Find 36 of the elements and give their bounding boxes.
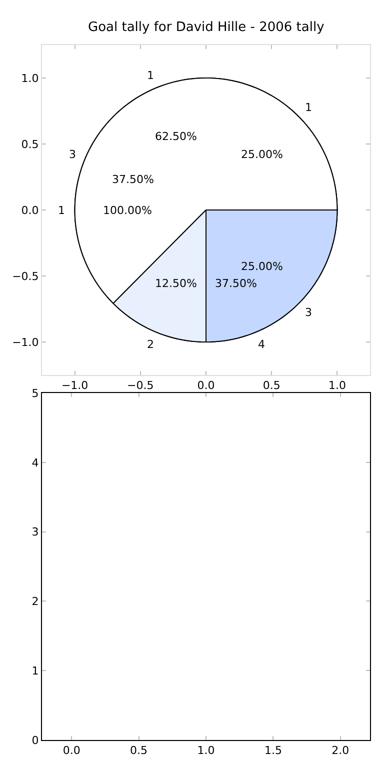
slice-label: 1 — [58, 204, 65, 217]
x-tick-label: −1.0 — [61, 379, 88, 392]
y-tick-label: −0.5 — [12, 270, 39, 283]
x-tick-label: 2.0 — [332, 744, 350, 758]
slice-label: 3 — [305, 306, 312, 319]
x-tick-label: 0.0 — [197, 379, 215, 392]
slice-label: 2 — [147, 338, 154, 351]
data-label: 37.50% — [215, 277, 257, 290]
slice-label: 4 — [258, 338, 265, 351]
chart-title: Goal tally for David Hille - 2006 tally — [88, 20, 325, 35]
x-tick-label: −0.5 — [127, 379, 154, 392]
x-tick-label: 0.5 — [130, 744, 148, 758]
slice-label: 3 — [69, 148, 76, 161]
y-tick-label: 1 — [32, 664, 39, 678]
x-tick-label: 1.0 — [197, 744, 215, 758]
y-tick-label: 4 — [32, 456, 39, 470]
y-tick-label: 2 — [32, 595, 39, 608]
x-tick-label: 0.0 — [62, 744, 80, 758]
y-tick-label: 0 — [32, 734, 39, 747]
slice-label: 1 — [147, 69, 154, 82]
data-label: 12.50% — [155, 277, 197, 290]
y-tick-label: 0.0 — [21, 204, 39, 217]
y-tick-label: 3 — [32, 526, 39, 539]
x-tick-label: 0.5 — [262, 379, 280, 392]
data-label: 25.00% — [241, 260, 283, 273]
y-tick-label: 0.5 — [21, 138, 39, 151]
y-tick-label: 1.0 — [21, 72, 39, 85]
y-tick-label: 5 — [32, 386, 39, 400]
y-tick-label: −1.0 — [12, 336, 39, 349]
data-label: 62.50% — [155, 130, 197, 143]
data-label: 25.00% — [241, 148, 283, 161]
data-label: 100.00% — [103, 204, 152, 217]
slice-label: 1 — [305, 101, 312, 114]
x-tick-label: 1.5 — [264, 744, 282, 758]
data-label: 37.50% — [112, 173, 154, 186]
x-tick-label: 1.0 — [328, 379, 346, 392]
